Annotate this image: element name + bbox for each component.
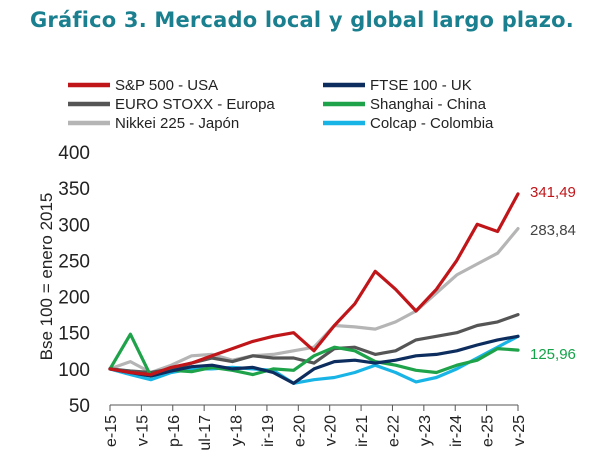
- y-tick-label: 300: [58, 215, 90, 236]
- x-tick-label: ul-17: [197, 415, 214, 451]
- y-tick-label: 150: [58, 324, 90, 345]
- x-tick-label: ir-24: [448, 415, 465, 447]
- x-tick-label: y-23: [417, 415, 434, 446]
- end-value-label: 283,84: [530, 222, 576, 239]
- legend-label-ftse-100-uk: FTSE 100 - UK: [370, 77, 472, 94]
- chart-title: Gráfico 3. Mercado local y global largo …: [30, 8, 574, 32]
- x-tick-label: v-25: [511, 415, 528, 446]
- legend: S&P 500 - USA FTSE 100 - UK EURO STOXX - E…: [68, 77, 494, 132]
- axes: 400 350 300 250 200 150 100 50 Bse 100 = enero 2…: [37, 143, 528, 451]
- series-line-s-p-500-usa: [108, 192, 520, 377]
- x-tick-label: e-25: [480, 415, 497, 447]
- y-tick-label: 400: [58, 143, 90, 164]
- y-tick-label: 250: [58, 251, 90, 272]
- x-tick-label: e-22: [385, 415, 402, 447]
- legend-label-euro-stoxx-europa: EURO STOXX - Europa: [115, 96, 275, 113]
- legend-label-s-p-500-usa: S&P 500 - USA: [115, 77, 218, 94]
- y-tick-label: 200: [58, 288, 90, 309]
- x-tick-label: ir-19: [260, 415, 277, 447]
- y-tick-label: 50: [69, 396, 90, 417]
- end-value-label: 341,49: [530, 184, 576, 201]
- x-tick-label: ir-21: [354, 415, 371, 447]
- x-tick-label: v-15: [134, 415, 151, 446]
- y-tick-label: 350: [58, 179, 90, 200]
- series-line-ftse-100-uk: [108, 334, 520, 385]
- legend-label-nikkei-225-jap-n: Nikkei 225 - Japón: [115, 115, 239, 132]
- y-axis-label: Bse 100 = enero 2015: [37, 193, 56, 361]
- x-tick-label: p-16: [166, 415, 183, 447]
- series-layer: [108, 192, 520, 385]
- end-value-label: 125,96: [530, 346, 576, 363]
- series-line-colcap-colombia: [108, 334, 520, 385]
- x-tick-label: e-20: [291, 415, 308, 447]
- legend-label-shanghai-china: Shanghai - China: [370, 96, 487, 113]
- y-tick-label: 100: [58, 360, 90, 381]
- legend-label-colcap-colombia: Colcap - Colombia: [370, 115, 494, 132]
- x-tick-label: y-18: [229, 415, 246, 446]
- end-labels: 341,49 283,84 125,96: [530, 184, 576, 363]
- series-line-nikkei-225-jap-n: [108, 227, 520, 375]
- x-tick-label: e-15: [103, 415, 120, 447]
- x-tick-label: v-20: [323, 415, 340, 446]
